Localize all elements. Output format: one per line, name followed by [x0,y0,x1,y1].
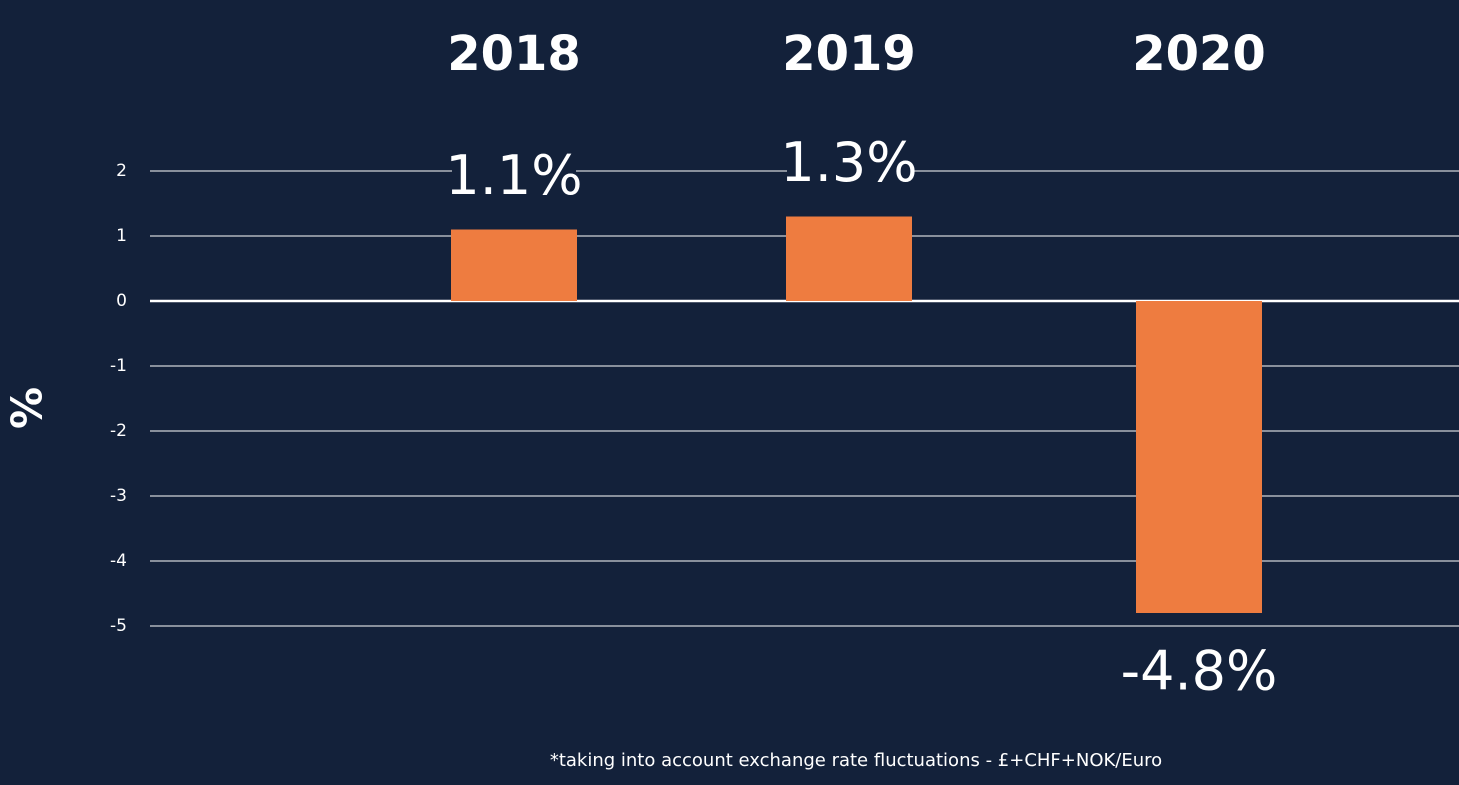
y-tick-label: 1 [116,226,127,246]
data-label-background [452,151,576,208]
data-label-2019: 1.3% [780,131,917,194]
y-tick-label: -2 [110,421,127,441]
y-tick-label: 0 [116,291,127,311]
footnote: *taking into account exchange rate fluct… [550,750,1162,771]
bar-2019 [786,216,912,301]
y-tick-layer: 2 1 0 -1 -2 -3 -4 -5 [110,161,127,636]
y-tick-label: 2 [116,161,127,181]
bar-2020 [1136,301,1262,613]
y-tick-label: -5 [110,616,127,636]
category-label-2020: 2020 [1132,26,1266,82]
data-label-2020: -4.8% [1121,640,1278,703]
bar-layer [451,216,1262,613]
y-axis-title: % [3,387,52,429]
data-label-2018: 1.1% [445,144,582,207]
data-label-background [787,138,911,195]
category-label-2019: 2019 [782,26,916,82]
category-label-2018: 2018 [447,26,581,82]
y-tick-label: -4 [110,551,127,571]
label-layer: 2018 1.1% 2019 1.3% 2020 -4.8% [445,26,1277,703]
y-tick-label: -1 [110,356,127,376]
y-tick-label: -3 [110,486,127,506]
bar-2018 [451,229,577,301]
